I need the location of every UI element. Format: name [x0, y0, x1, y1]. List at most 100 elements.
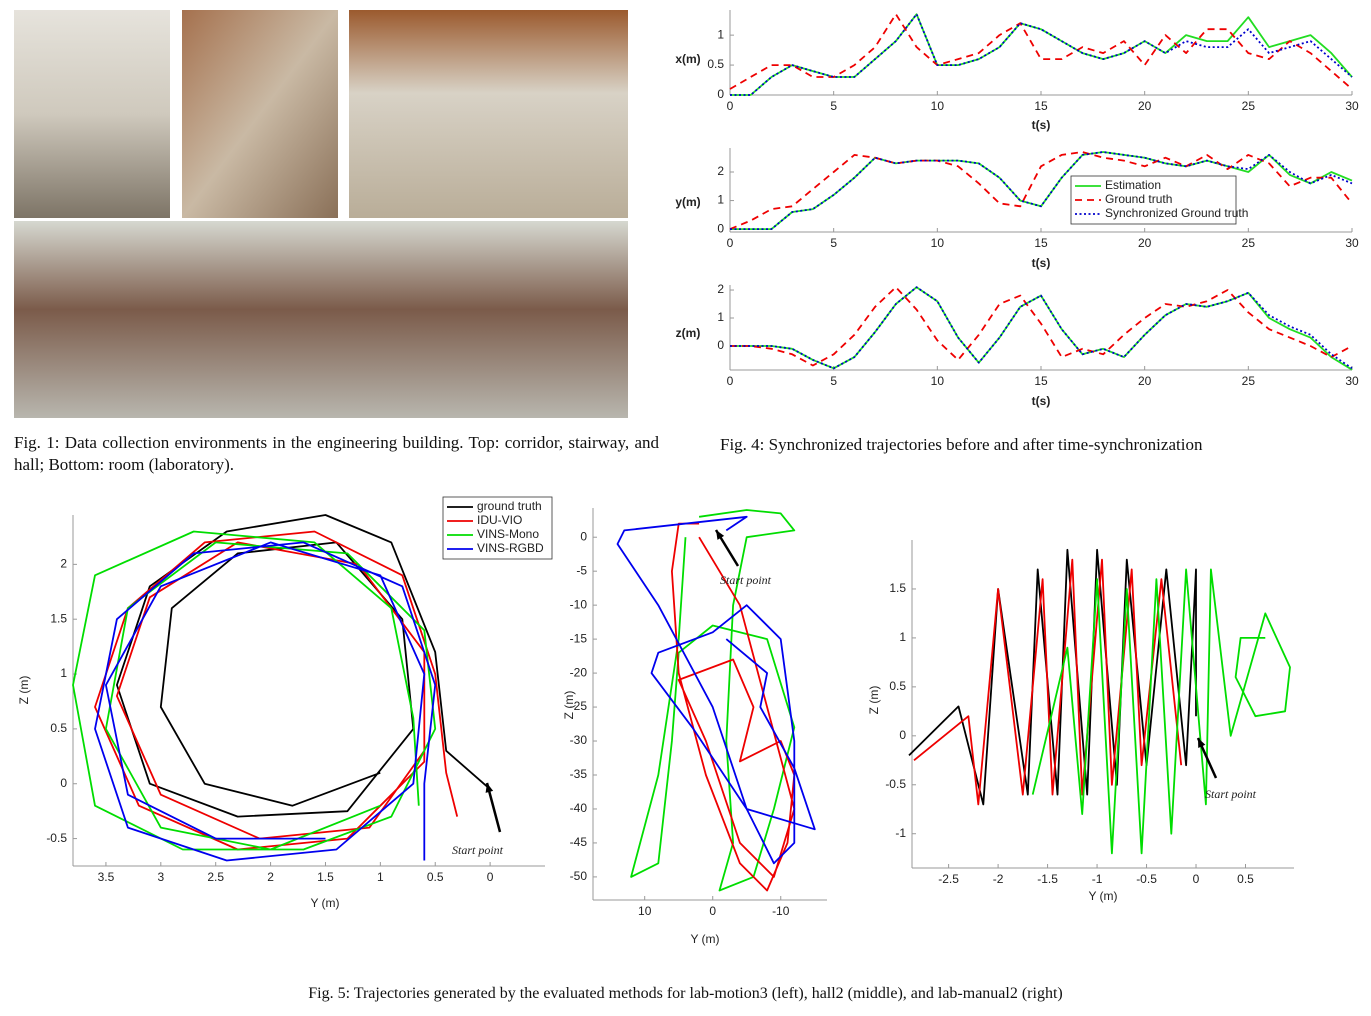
- y-tick-label: 0: [899, 728, 906, 742]
- x-tick-label: -2: [993, 872, 1004, 886]
- x-tick-label: 5: [830, 374, 837, 388]
- y-tick-label: 0: [60, 776, 67, 790]
- x-tick-label: 25: [1242, 99, 1256, 113]
- y-tick-label: -0.5: [885, 777, 906, 791]
- y-tick-label: -30: [570, 733, 588, 747]
- series-line: [730, 286, 1353, 367]
- x-tick-label: -10: [772, 904, 790, 918]
- series-line: [671, 522, 796, 892]
- y-tick-label: -10: [570, 597, 588, 611]
- y-tick-label: -5: [576, 563, 587, 577]
- y-tick-label: -25: [570, 699, 588, 713]
- y-axis-label: Z (m): [867, 686, 881, 715]
- series-line: [1031, 568, 1291, 855]
- legend-label: VINS-Mono: [477, 527, 539, 541]
- y-tick-label: 1: [60, 666, 67, 680]
- series-line: [730, 13, 1353, 96]
- y-tick-label: -20: [570, 665, 588, 679]
- x-tick-label: 3.5: [98, 870, 115, 884]
- annotation: Start point: [1205, 787, 1257, 801]
- x-tick-label: 15: [1034, 99, 1048, 113]
- x-tick-label: 0: [1193, 872, 1200, 886]
- legend-label: ground truth: [477, 499, 542, 513]
- y-tick-label: 0.5: [50, 721, 67, 735]
- y-tick-label: 1: [717, 310, 724, 324]
- x-tick-label: 20: [1138, 374, 1152, 388]
- x-tick-label: 25: [1242, 236, 1256, 250]
- y-tick-label: 1: [899, 630, 906, 644]
- x-tick-label: 3: [157, 870, 164, 884]
- y-tick-label: 0.5: [707, 57, 724, 71]
- series-line: [94, 541, 437, 862]
- y-axis-label: Z (m): [562, 691, 576, 720]
- y-tick-label: 0: [717, 338, 724, 352]
- series-line: [729, 13, 1353, 90]
- x-tick-label: 20: [1138, 236, 1152, 250]
- chart: 0 5 10 15 20 25 30 0 0.5 1 t(s) x(m): [675, 10, 1359, 132]
- annotation: Start point: [452, 843, 504, 857]
- x-tick-label: 25: [1242, 374, 1256, 388]
- y-axis-label: x(m): [675, 52, 700, 66]
- y-tick-label: 1.5: [50, 611, 67, 625]
- x-tick-label: 15: [1034, 374, 1048, 388]
- legend-label: Ground truth: [1105, 192, 1172, 206]
- chart: -2.5 -2 -1.5 -1 -0.5 0 0.5 -1 -0.5 0 0.5 1 1.5 Y (m) Z…: [867, 540, 1294, 903]
- fig5-caption: Fig. 5: Trajectories generated by the ev…: [308, 985, 1063, 1002]
- y-tick-label: 0: [717, 87, 724, 101]
- y-axis-label: y(m): [675, 195, 700, 209]
- x-tick-label: -1: [1092, 872, 1103, 886]
- series-line: [630, 509, 796, 892]
- x-tick-label: 10: [931, 374, 945, 388]
- y-tick-label: 2: [717, 164, 724, 178]
- annotation-arrowhead: [1198, 738, 1206, 748]
- y-tick-label: 2: [60, 557, 67, 571]
- photo-hall: [349, 10, 628, 218]
- y-tick-label: 2: [717, 282, 724, 296]
- x-tick-label: 0: [727, 374, 734, 388]
- y-tick-label: -50: [570, 869, 588, 883]
- x-tick-label: 0: [487, 870, 494, 884]
- series-line: [730, 286, 1353, 371]
- legend-label: IDU-VIO: [477, 513, 522, 527]
- series-line: [729, 151, 1353, 230]
- chart: 10 0 -10 0 -5 -10 -15 -20 -25 -30 -35 -40 -45 -50 Y (m…: [562, 508, 827, 946]
- x-tick-label: 5: [830, 236, 837, 250]
- series-line: [730, 151, 1353, 230]
- series-line: [94, 530, 459, 851]
- series-line: [908, 548, 1197, 806]
- x-axis-label: Y (m): [690, 932, 719, 946]
- legend-label: Synchronized Ground truth: [1105, 206, 1248, 220]
- y-axis-label: z(m): [676, 326, 701, 340]
- x-tick-label: 20: [1138, 99, 1152, 113]
- y-tick-label: -40: [570, 801, 588, 815]
- annotation-arrowhead: [716, 530, 725, 540]
- y-tick-label: 1.5: [889, 581, 906, 595]
- x-tick-label: 0: [709, 904, 716, 918]
- x-tick-label: 0.5: [427, 870, 444, 884]
- y-tick-label: 0: [717, 221, 724, 235]
- y-tick-label: -15: [570, 631, 588, 645]
- x-axis-label: Y (m): [1088, 889, 1117, 903]
- legend-box: [1070, 175, 1237, 225]
- x-axis-label: t(s): [1032, 118, 1051, 132]
- x-tick-label: 10: [638, 904, 652, 918]
- x-tick-label: 2: [267, 870, 274, 884]
- x-tick-label: 30: [1345, 236, 1359, 250]
- fig1-caption: Fig. 1: Data collection environments in …: [14, 433, 659, 474]
- photo-stairway: [182, 10, 338, 218]
- legend-label: VINS-RGBD: [477, 541, 544, 555]
- x-axis-label: t(s): [1032, 394, 1051, 408]
- series-line: [730, 13, 1353, 96]
- annotation: Start point: [720, 573, 772, 587]
- x-tick-label: 0: [727, 236, 734, 250]
- x-tick-label: 0: [727, 99, 734, 113]
- y-axis-label: Z (m): [17, 676, 31, 705]
- x-tick-label: 10: [931, 236, 945, 250]
- y-tick-label: -1: [895, 826, 906, 840]
- series-line: [730, 151, 1353, 230]
- x-tick-label: 30: [1345, 99, 1359, 113]
- x-axis-label: Y (m): [310, 896, 339, 910]
- x-tick-label: -1.5: [1037, 872, 1058, 886]
- x-tick-label: 15: [1034, 236, 1048, 250]
